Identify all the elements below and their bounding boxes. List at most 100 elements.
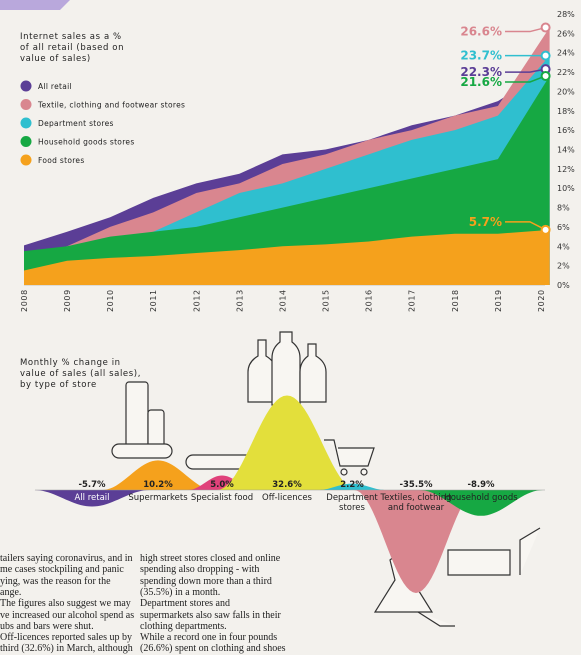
bell	[102, 460, 214, 490]
bell	[419, 490, 543, 516]
x-tick-label: 2019	[494, 289, 503, 312]
legend-label: Household goods stores	[38, 138, 135, 147]
article-line: tailers saying coronavirus, and in	[0, 553, 133, 564]
y-tick-label: 28%	[557, 10, 575, 19]
x-tick-label: 2020	[537, 289, 546, 312]
end-marker	[540, 70, 551, 81]
cart-wheel	[360, 468, 368, 476]
legend-swatch	[20, 80, 32, 92]
category-label: Household goods	[444, 493, 518, 503]
decoration	[0, 0, 70, 10]
y-tick-label: 20%	[557, 87, 575, 96]
y-tick-label: 26%	[557, 29, 575, 38]
article-line: ying, was the reason for the	[0, 575, 111, 587]
x-tick-label: 2014	[278, 289, 287, 312]
article-line: (35.5%) in a month.	[140, 586, 221, 598]
article-line: ubs and bars were shut.	[0, 620, 94, 632]
end-marker	[540, 22, 551, 33]
x-tick-label: 2009	[63, 289, 72, 312]
sausage-icon	[111, 443, 173, 459]
x-tick-label: 2016	[365, 289, 374, 312]
x-tick-label: 2017	[408, 289, 417, 312]
leader-line	[505, 221, 546, 231]
article-line: ange.	[0, 586, 22, 598]
value-label: 5.7%	[469, 215, 502, 229]
legend-label: Department stores	[38, 119, 114, 128]
legend-swatch	[20, 117, 32, 129]
article-line: high street stores closed and online	[140, 553, 281, 564]
category-label: All retail	[74, 493, 110, 503]
y-tick-label: 14%	[557, 146, 575, 155]
y-tick-label: 18%	[557, 107, 575, 116]
y-tick-label: 8%	[557, 204, 570, 213]
x-tick-label: 2015	[322, 289, 331, 312]
value-label: 32.6%	[272, 480, 302, 490]
value-label: 26.6%	[460, 25, 502, 39]
value-label: 23.7%	[460, 49, 502, 63]
category-label: Textiles, clothing and footwear	[380, 493, 452, 513]
value-label: 2.2%	[340, 480, 364, 490]
article-line: spending also dropping - with	[140, 564, 260, 576]
sofa-icon	[447, 549, 511, 576]
x-tick-label: 2008	[20, 289, 29, 312]
y-tick-label: 2%	[557, 262, 570, 271]
value-label: -35.5%	[399, 480, 432, 490]
category-label: Specialist food	[190, 493, 254, 503]
bell	[217, 395, 357, 490]
value-label: -5.7%	[78, 480, 106, 490]
category-label: Off-licences	[262, 493, 312, 503]
y-tick-label: 6%	[557, 223, 570, 232]
article-line: The figures also suggest we may	[0, 598, 131, 610]
y-tick-label: 16%	[557, 126, 575, 135]
bell	[354, 490, 478, 593]
article-line: clothing departments.	[140, 620, 227, 632]
shoe-icon	[417, 611, 455, 627]
area	[24, 229, 550, 285]
article-line: (26.6%) spent on clothing and shoes	[140, 643, 286, 655]
end-marker	[540, 50, 551, 61]
value-label: 10.2%	[143, 480, 173, 490]
bottle-icon	[299, 343, 327, 403]
article-line: supermarkets also saw falls in their	[140, 609, 281, 621]
value-label: 5.0%	[210, 480, 234, 490]
end-marker	[540, 224, 551, 235]
chart-title: Internet sales as a % of all retail (bas…	[20, 32, 125, 64]
y-tick-label: 12%	[557, 165, 575, 174]
legend-label: Textile, clothing and footwear stores	[37, 101, 185, 110]
article-line: Department stores and	[140, 598, 230, 610]
chart-title: Monthly % change in value of sales (all …	[20, 358, 141, 390]
y-tick-label: 22%	[557, 68, 575, 77]
value-label: 21.6%	[460, 75, 502, 89]
article-line: While a record one in four pounds	[140, 632, 278, 644]
area	[24, 75, 550, 285]
x-tick-label: 2010	[106, 289, 115, 312]
bell	[34, 490, 150, 507]
article-line: third (32.6%) in March, although	[0, 643, 133, 655]
article-line: ve increased our alcohol spend as	[0, 609, 135, 621]
article-line: Off-licences reported sales up by	[0, 632, 132, 644]
legend-swatch	[20, 136, 32, 147]
x-tick-label: 2018	[451, 289, 460, 312]
legend-label: Food stores	[38, 156, 85, 165]
x-tick-label: 2013	[235, 289, 244, 312]
bottle-icon	[271, 331, 301, 406]
article-line: me cases stockpiling and panic	[0, 564, 124, 576]
category-label: Department stores	[326, 493, 378, 513]
y-tick-label: 4%	[557, 242, 570, 251]
cart-wheel	[340, 468, 348, 476]
category-label: Supermarkets	[128, 493, 188, 503]
cart-icon	[324, 439, 375, 467]
y-tick-label: 24%	[557, 49, 575, 58]
x-tick-label: 2011	[149, 289, 158, 312]
y-tick-label: 0%	[557, 281, 570, 290]
value-label: -8.9%	[467, 480, 495, 490]
y-tick-label: 10%	[557, 184, 575, 193]
legend-swatch	[20, 99, 32, 110]
legend-label: All retail	[38, 82, 72, 91]
x-tick-label: 2012	[192, 289, 201, 312]
pasta-icon	[125, 381, 149, 453]
legend-swatch	[20, 154, 32, 166]
leader-line	[505, 68, 546, 73]
